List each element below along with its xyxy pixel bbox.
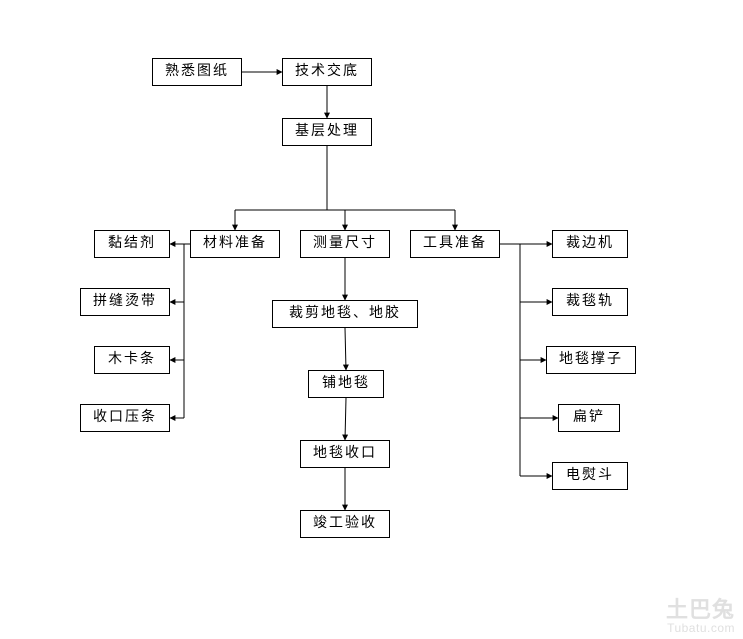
flowchart-node-label: 铺地毯	[322, 377, 370, 391]
flowchart-node-n15: 裁边机	[552, 230, 628, 258]
flowchart-node-label: 裁边机	[566, 237, 614, 251]
flowchart-node-label: 基层处理	[295, 125, 359, 139]
flowchart-node-n7: 黏结剂	[94, 230, 170, 258]
flowchart-node-n3: 基层处理	[282, 118, 372, 146]
flowchart-node-label: 地毯撑子	[559, 353, 623, 367]
flowchart-node-label: 竣工验收	[313, 517, 377, 531]
flowchart-node-label: 黏结剂	[108, 237, 156, 251]
flowchart-node-label: 测量尺寸	[313, 237, 377, 251]
flowchart-node-label: 拼缝烫带	[93, 295, 157, 309]
flowchart-node-n14: 竣工验收	[300, 510, 390, 538]
watermark-title: 土巴兔	[666, 598, 735, 622]
flowchart-node-n6: 工具准备	[410, 230, 500, 258]
flowchart-node-n1: 熟悉图纸	[152, 58, 242, 86]
flowchart-node-n10: 收口压条	[80, 404, 170, 432]
flowchart-node-label: 裁毯轨	[566, 295, 614, 309]
flowchart-node-n13: 地毯收口	[300, 440, 390, 468]
flowchart-node-n11: 裁剪地毯、地胶	[272, 300, 418, 328]
flowchart-node-label: 扁铲	[573, 411, 605, 425]
flowchart-node-label: 木卡条	[108, 353, 156, 367]
flowchart-node-n16: 裁毯轨	[552, 288, 628, 316]
watermark-url: Tubatu.com	[666, 622, 735, 635]
flowchart-node-label: 地毯收口	[313, 447, 377, 461]
flowchart-node-n8: 拼缝烫带	[80, 288, 170, 316]
flowchart-node-label: 技术交底	[295, 65, 359, 79]
watermark: 土巴兔 Tubatu.com	[666, 598, 735, 635]
flowchart-node-label: 裁剪地毯、地胶	[289, 307, 401, 321]
flowchart-node-n4: 材料准备	[190, 230, 280, 258]
flowchart-node-n12: 铺地毯	[308, 370, 384, 398]
flowchart-node-n5: 测量尺寸	[300, 230, 390, 258]
flowchart-node-n2: 技术交底	[282, 58, 372, 86]
flowchart-node-label: 收口压条	[93, 411, 157, 425]
flowchart-node-label: 材料准备	[203, 237, 267, 251]
flowchart-node-label: 电熨斗	[566, 469, 614, 483]
flowchart-node-n18: 扁铲	[558, 404, 620, 432]
flowchart-node-n17: 地毯撑子	[546, 346, 636, 374]
flowchart-node-label: 工具准备	[423, 237, 487, 251]
flowchart-node-n9: 木卡条	[94, 346, 170, 374]
flowchart-node-label: 熟悉图纸	[165, 65, 229, 79]
flowchart-node-n19: 电熨斗	[552, 462, 628, 490]
